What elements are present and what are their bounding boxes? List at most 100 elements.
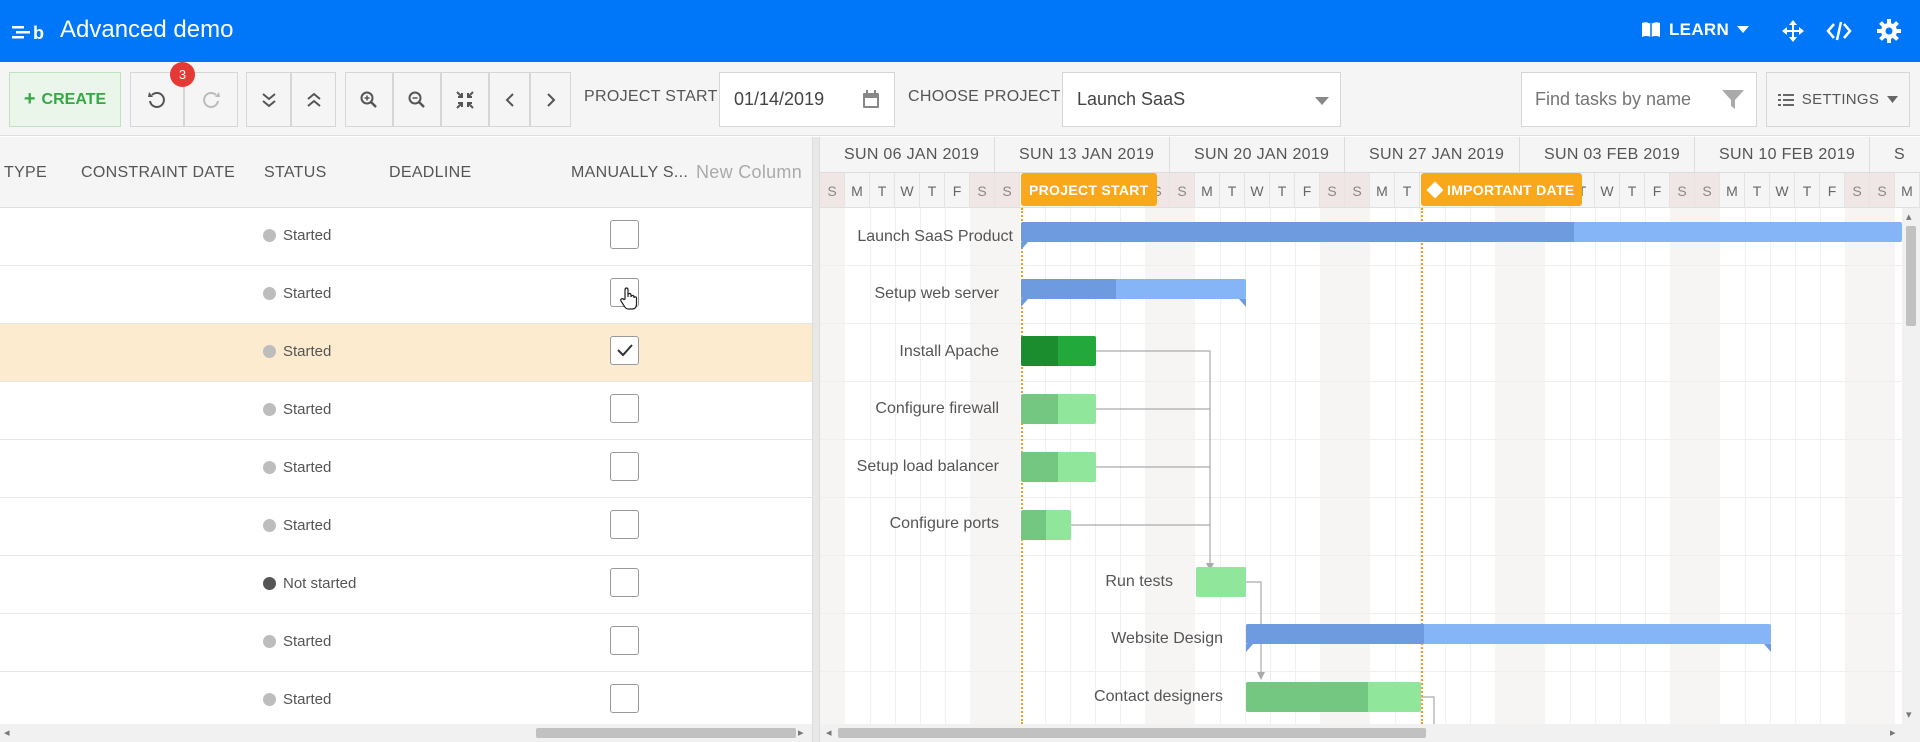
- task-search-field[interactable]: [1521, 72, 1757, 127]
- grid-horizontal-scrollbar[interactable]: ◂ ▸: [0, 724, 812, 742]
- manually-scheduled-checkbox[interactable]: [610, 394, 639, 423]
- status-dot-icon: [263, 693, 276, 706]
- task-bar-configure-firewall[interactable]: [1021, 394, 1096, 424]
- manually-scheduled-checkbox[interactable]: [610, 336, 639, 365]
- manually-scheduled-checkbox[interactable]: [610, 510, 639, 539]
- status-text: Started: [283, 633, 332, 650]
- day-cell: T: [870, 173, 895, 207]
- weekend-band: [820, 208, 845, 724]
- row-divider: [820, 555, 1902, 556]
- settings-button[interactable]: SETTINGS: [1766, 72, 1910, 127]
- undo-button[interactable]: [130, 72, 184, 127]
- day-cell: F: [945, 173, 970, 207]
- next-button[interactable]: [530, 72, 571, 127]
- day-gridline: [1620, 208, 1621, 724]
- day-gridline: [895, 208, 896, 724]
- column-header-manually-scheduled[interactable]: MANUALLY S...: [571, 164, 689, 181]
- scroll-right-icon[interactable]: ▸: [798, 727, 804, 739]
- task-bar-install-apache[interactable]: [1021, 336, 1096, 366]
- learn-menu[interactable]: LEARN: [1641, 20, 1750, 40]
- manually-scheduled-checkbox[interactable]: [610, 568, 639, 597]
- code-icon[interactable]: [1826, 18, 1852, 44]
- status-dot-icon: [263, 287, 276, 300]
- day-cell: M: [1895, 173, 1920, 207]
- day-cell: M: [1370, 173, 1395, 207]
- column-header-deadline[interactable]: DEADLINE: [389, 164, 472, 181]
- table-row[interactable]: Started: [0, 440, 812, 498]
- task-bar-website-design[interactable]: [1246, 624, 1771, 644]
- table-row[interactable]: Not started: [0, 556, 812, 614]
- table-row[interactable]: Started: [0, 672, 812, 724]
- day-cell: T: [1795, 173, 1820, 207]
- gantt-timeline: Launch SaaS Product Setup web server Ins…: [820, 208, 1902, 724]
- plus-icon: +: [23, 88, 36, 110]
- create-button[interactable]: + CREATE: [9, 72, 121, 127]
- project-start-field[interactable]: 01/14/2019: [719, 72, 895, 127]
- parent-bar-start-cap: [1021, 299, 1028, 307]
- collapse-all-button[interactable]: [291, 72, 336, 127]
- day-gridline: [1220, 208, 1221, 724]
- book-icon: [1642, 22, 1660, 37]
- task-bar-launch-saas-product[interactable]: [1021, 222, 1902, 242]
- weekend-band: [1870, 208, 1895, 724]
- row-divider: [820, 323, 1902, 324]
- timeline-vertical-thumb[interactable]: [1906, 226, 1916, 326]
- scroll-left-icon[interactable]: ◂: [826, 727, 832, 739]
- project-select[interactable]: Launch SaaS: [1062, 72, 1341, 127]
- manually-scheduled-checkbox[interactable]: [610, 684, 639, 713]
- calendar-icon[interactable]: [862, 90, 880, 109]
- scroll-left-icon[interactable]: ◂: [4, 727, 10, 739]
- expand-all-button[interactable]: [246, 72, 291, 127]
- checkmark-icon: [617, 344, 633, 357]
- project-start-flag[interactable]: PROJECT START: [1021, 173, 1157, 206]
- scroll-down-icon[interactable]: ▾: [1906, 709, 1912, 721]
- status-cell: Started: [263, 343, 331, 360]
- task-bar-contact-designers[interactable]: [1246, 682, 1421, 712]
- filter-icon[interactable]: [1722, 90, 1744, 110]
- manually-scheduled-checkbox[interactable]: [610, 452, 639, 481]
- status-text: Started: [283, 401, 332, 418]
- timeline-vertical-scrollbar[interactable]: ▴ ▾: [1902, 208, 1920, 724]
- day-cell: W: [1245, 173, 1270, 207]
- move-icon[interactable]: [1780, 18, 1806, 44]
- day-cell: T: [1745, 173, 1770, 207]
- day-cell: S: [1870, 173, 1895, 207]
- task-bar-configure-ports[interactable]: [1021, 510, 1071, 540]
- task-bar-setup-web-server[interactable]: [1021, 279, 1246, 299]
- zoom-to-fit-button[interactable]: [441, 72, 489, 127]
- day-gridline: [1295, 208, 1296, 724]
- status-dot-icon: [263, 577, 276, 590]
- task-bar-run-tests[interactable]: [1196, 567, 1246, 597]
- zoom-in-button[interactable]: [345, 72, 393, 127]
- column-header-new-column[interactable]: New Column: [696, 162, 803, 182]
- status-text: Started: [283, 517, 332, 534]
- table-row[interactable]: Started: [0, 614, 812, 672]
- scroll-right-icon[interactable]: ▸: [1890, 727, 1896, 739]
- logo-icon[interactable]: b: [12, 20, 50, 42]
- task-search-input[interactable]: [1535, 89, 1715, 110]
- zoom-out-button[interactable]: [393, 72, 441, 127]
- timeline-horizontal-scrollbar[interactable]: ◂ ▸: [820, 724, 1920, 742]
- important-date-flag[interactable]: IMPORTANT DATE: [1421, 173, 1583, 206]
- day-gridline: [1470, 208, 1471, 724]
- status-text: Not started: [283, 575, 357, 592]
- manually-scheduled-checkbox[interactable]: [610, 626, 639, 655]
- manually-scheduled-checkbox[interactable]: [610, 220, 639, 249]
- previous-button[interactable]: [489, 72, 530, 127]
- column-header-type[interactable]: TYPE: [4, 164, 47, 181]
- gear-icon[interactable]: [1876, 18, 1902, 44]
- task-bar-setup-load-balancer[interactable]: [1021, 452, 1096, 482]
- timeline-scroll-thumb[interactable]: [838, 728, 1426, 738]
- table-row-selected[interactable]: Started: [0, 324, 812, 382]
- grid-scroll-thumb[interactable]: [536, 728, 796, 738]
- settings-label: SETTINGS: [1801, 91, 1880, 108]
- table-row[interactable]: Started: [0, 498, 812, 556]
- panel-splitter[interactable]: [812, 137, 820, 742]
- column-header-status[interactable]: STATUS: [264, 164, 327, 181]
- scroll-up-icon[interactable]: ▴: [1906, 211, 1912, 223]
- task-label: Launch SaaS Product: [857, 228, 1013, 245]
- column-header-constraint-date[interactable]: CONSTRAINT DATE: [81, 164, 236, 181]
- table-row[interactable]: Started: [0, 208, 812, 266]
- table-row[interactable]: Started: [0, 382, 812, 440]
- table-row[interactable]: Started: [0, 266, 812, 324]
